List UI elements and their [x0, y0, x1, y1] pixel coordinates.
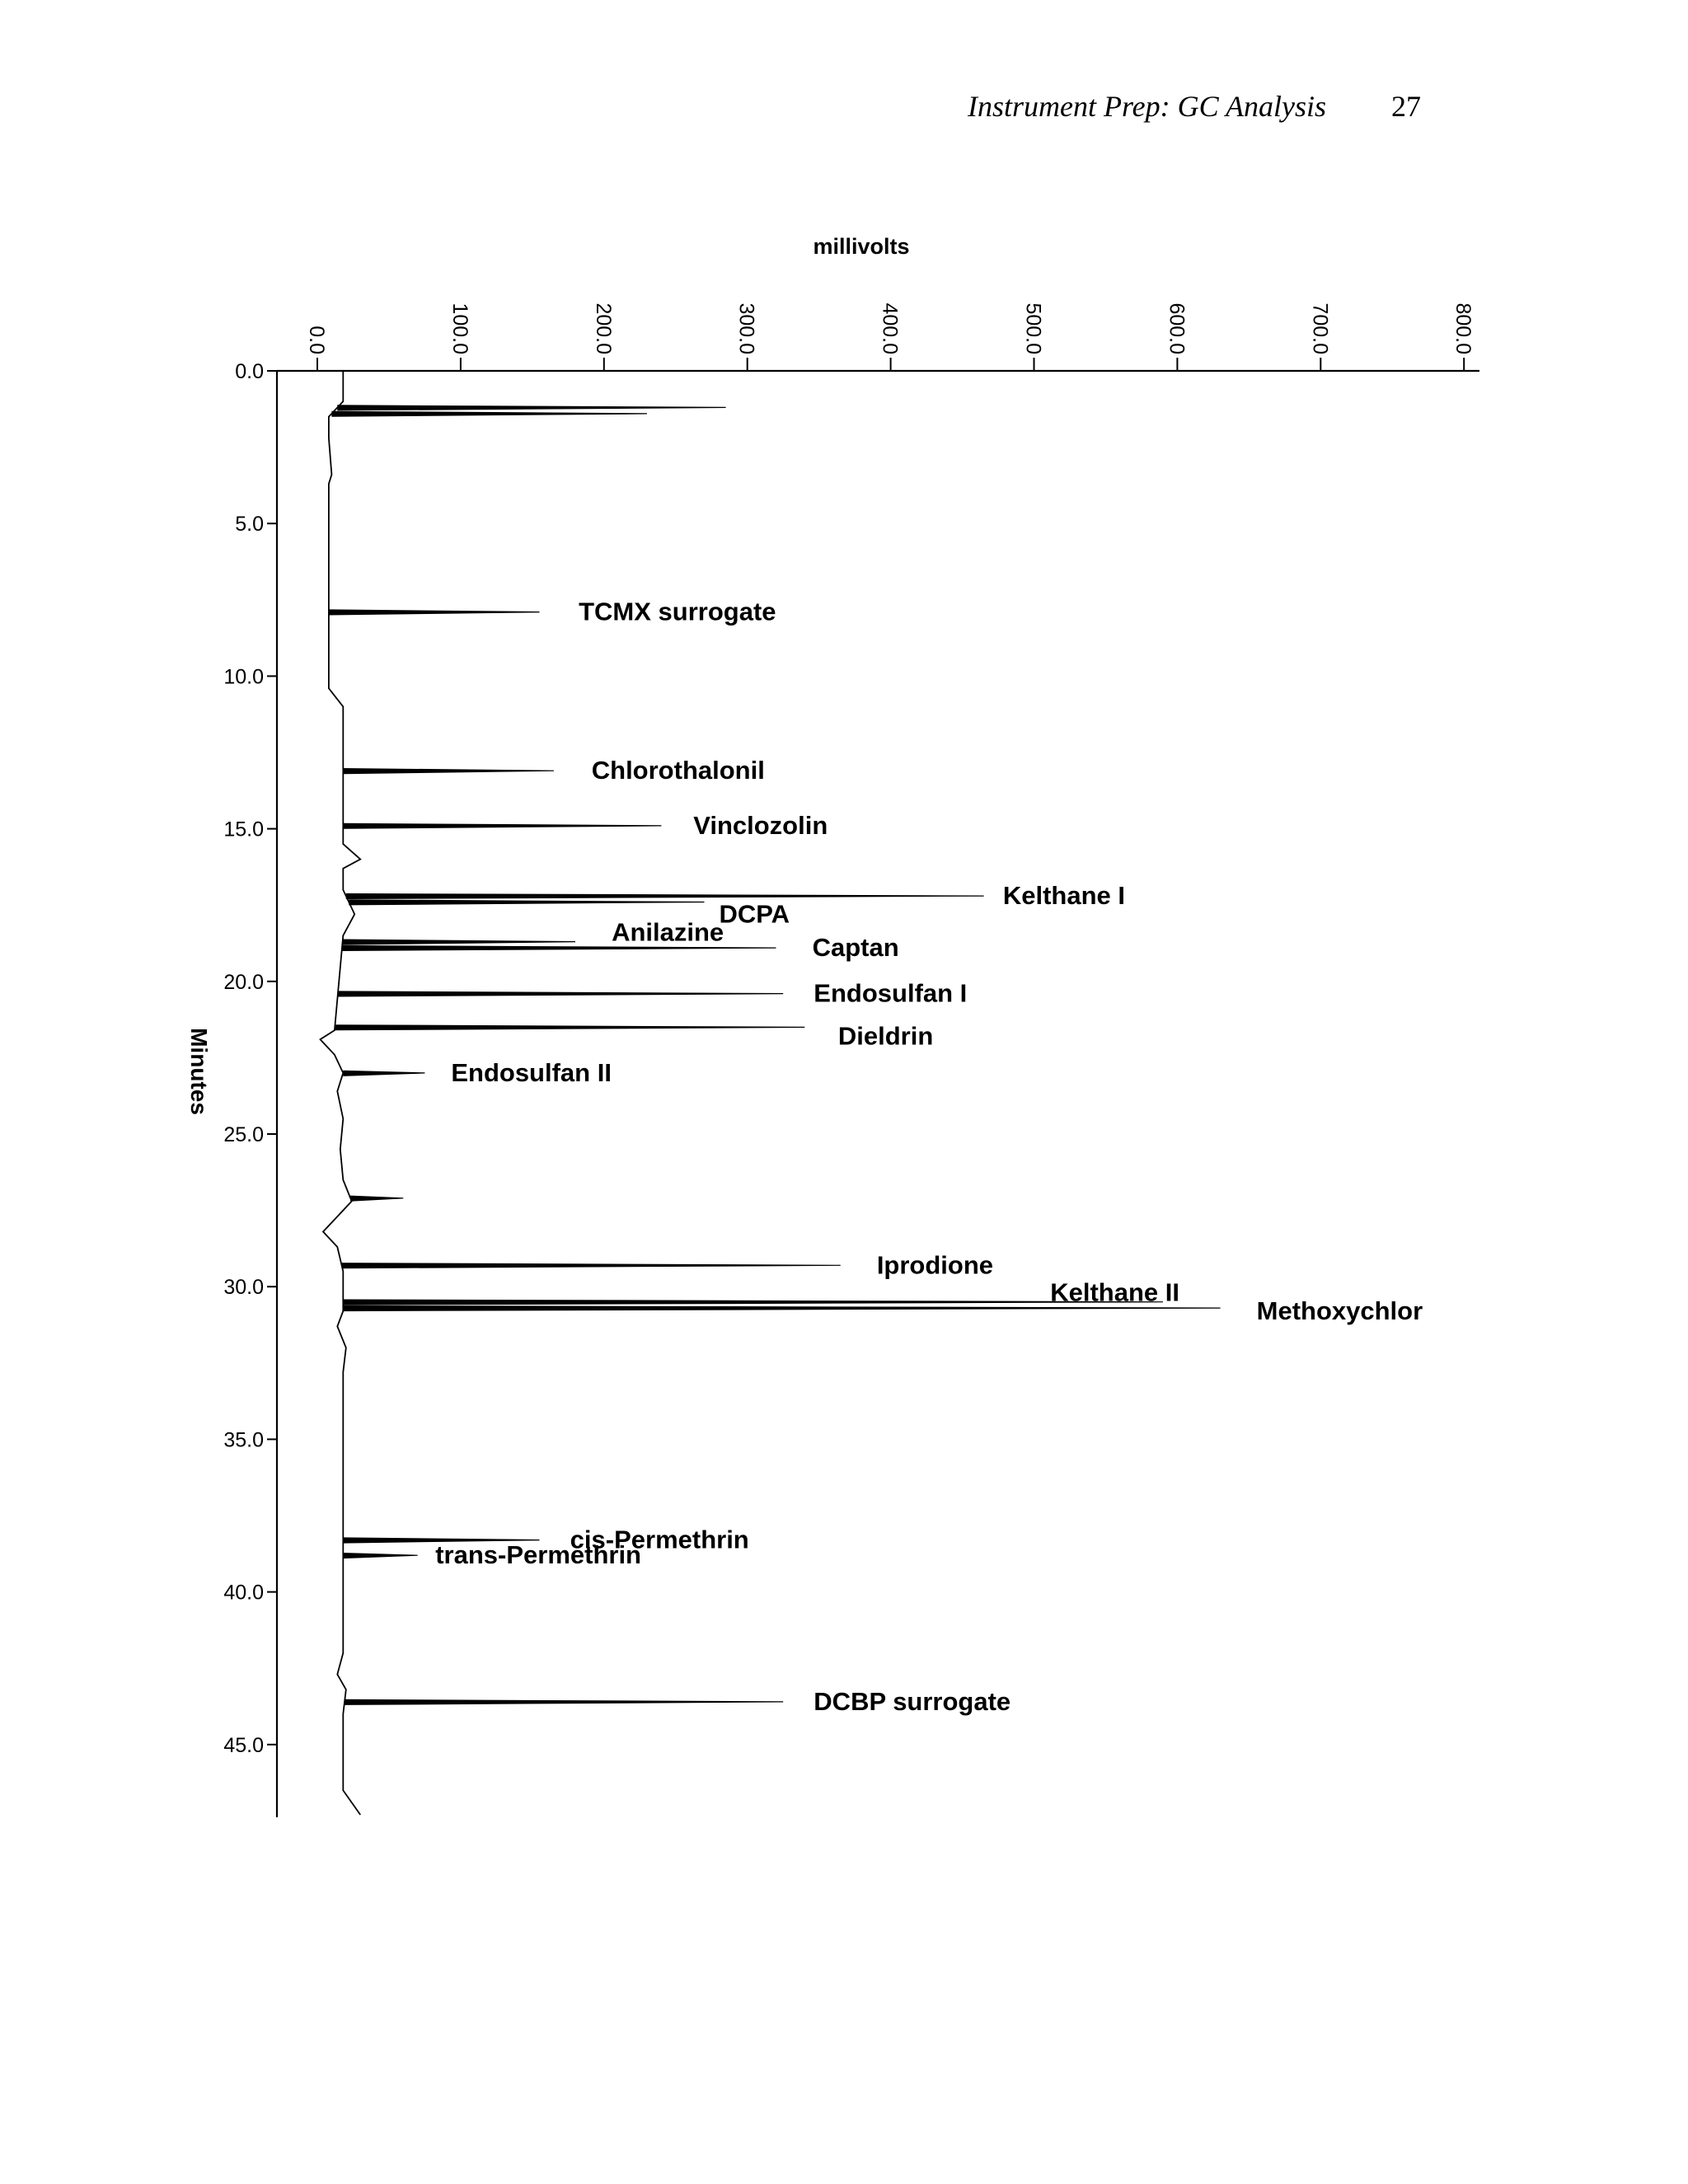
peak-label: cis-Permethrin — [570, 1526, 749, 1554]
peak-mark — [349, 899, 705, 906]
x-tick-label: 200.0 — [592, 302, 615, 354]
peak-mark — [345, 893, 984, 899]
y-tick-label: 25.0 — [223, 1123, 264, 1146]
peak-label: Endosulfan II — [451, 1058, 612, 1087]
x-tick-label: 700.0 — [1308, 302, 1331, 354]
peak-mark — [331, 410, 648, 417]
peak-label: Methoxychlor — [1257, 1296, 1423, 1325]
baseline-trace — [319, 371, 362, 1816]
peak-label: Captan — [813, 933, 899, 962]
y-tick-label: 35.0 — [223, 1428, 264, 1451]
peak-label: DCBP surrogate — [814, 1687, 1010, 1716]
peak-label: Anilazine — [612, 918, 724, 947]
x-tick-label: 0.0 — [305, 326, 328, 354]
peak-label-group: TCMX surrogate Chlorothalonil Vinclozolin K… — [435, 598, 1423, 1716]
peak-label: Iprodione — [877, 1250, 993, 1279]
peak-label: DCPA — [720, 899, 790, 928]
y-tick-label: 0.0 — [235, 360, 264, 383]
y-tick-label: 5.0 — [235, 513, 264, 536]
y-tick-label: 30.0 — [223, 1276, 264, 1299]
peak-mark — [337, 991, 784, 997]
trace-group — [319, 371, 1221, 1816]
y-axis-title: Minutes — [186, 1028, 212, 1115]
peak-mark — [342, 939, 576, 945]
axes — [275, 369, 1479, 1817]
peak-label: Vinclozolin — [693, 811, 828, 840]
x-tick-label: 400.0 — [879, 302, 902, 354]
y-tick-label: 10.0 — [223, 665, 264, 688]
running-header: Instrument Prep: GC Analysis 27 — [956, 89, 1451, 130]
peak-label: trans-Permethrin — [435, 1540, 641, 1569]
peak-mark — [341, 944, 776, 951]
x-tick-label: 300.0 — [735, 302, 758, 354]
x-tick-label: 600.0 — [1165, 302, 1188, 354]
peak-mark — [343, 768, 554, 775]
page-number: 27 — [1391, 90, 1421, 123]
y-tick-group: 0.0 5.0 10.0 15.0 20.0 25.0 30.0 35.0 40.0 45.0 — [223, 360, 277, 1757]
running-title: Instrument Prep: GC Analysis — [968, 90, 1326, 123]
x-tick-label: 100.0 — [448, 302, 471, 354]
x-tick-group: 0.0 100.0 200.0 300.0 400.0 500.0 600.0 700.0 80… — [305, 302, 1475, 371]
peak-mark — [344, 1699, 784, 1705]
peak-mark — [343, 1305, 1221, 1312]
x-axis-title: millivolts — [813, 234, 909, 259]
y-tick-label: 20.0 — [223, 971, 264, 994]
x-tick-label: 500.0 — [1022, 302, 1045, 354]
peak-mark — [328, 609, 540, 616]
y-tick-label: 15.0 — [223, 818, 264, 841]
peak-mark — [350, 1195, 404, 1202]
peak-mark — [343, 1553, 418, 1559]
peak-mark — [343, 1537, 540, 1544]
peak-mark — [343, 1299, 1164, 1305]
peak-mark — [337, 405, 726, 411]
y-tick-label: 45.0 — [223, 1734, 264, 1757]
peak-label: TCMX surrogate — [579, 598, 776, 626]
peak-label: Dieldrin — [838, 1021, 933, 1050]
peak-mark — [343, 823, 662, 829]
x-tick-label: 800.0 — [1451, 302, 1475, 354]
peak-label: Kelthane I — [1003, 881, 1125, 910]
peak-label: Endosulfan I — [814, 979, 967, 1008]
peak-label: Chlorothalonil — [592, 756, 765, 785]
peak-label: Kelthane II — [1050, 1278, 1179, 1307]
peak-mark — [343, 1070, 425, 1076]
peak-mark — [335, 1024, 805, 1031]
y-tick-label: 40.0 — [223, 1582, 264, 1605]
peak-mark — [341, 1263, 841, 1269]
